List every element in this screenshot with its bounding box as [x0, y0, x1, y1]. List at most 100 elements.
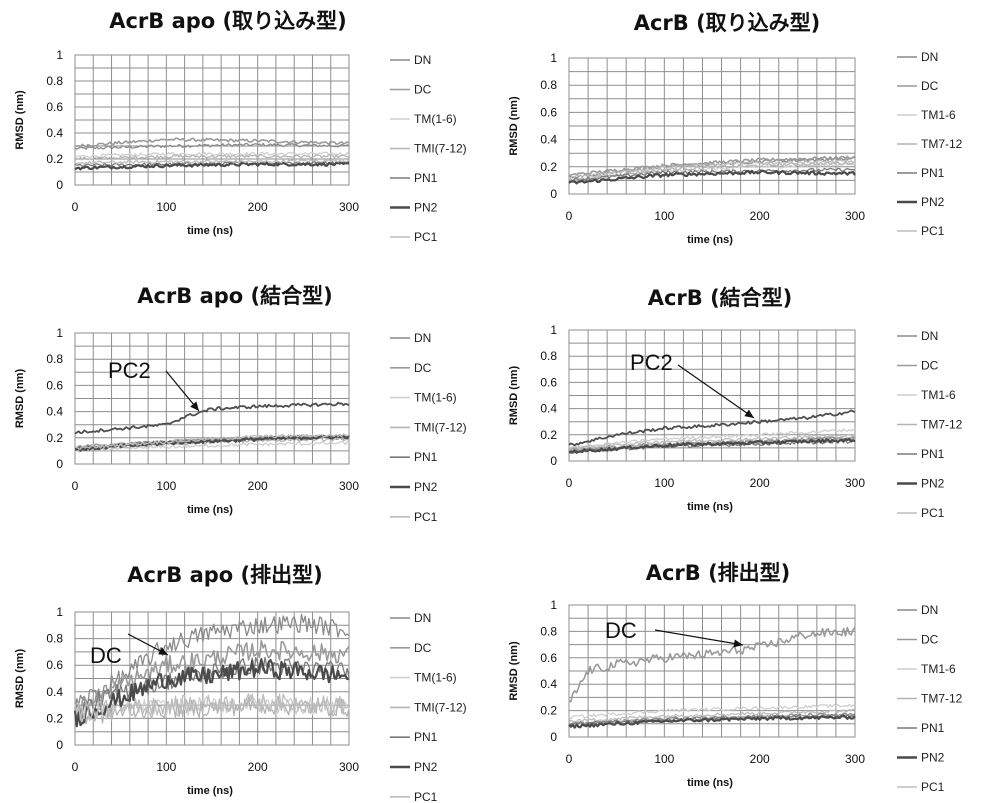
legend-label: PC1 [414, 510, 438, 524]
y-tick-label: 0 [550, 454, 557, 468]
x-tick-label: 200 [248, 200, 268, 214]
x-tick-label: 0 [566, 476, 573, 490]
plot-area [568, 57, 856, 195]
y-tick-label: 0.4 [540, 677, 557, 691]
series-line [568, 169, 856, 185]
x-axis-label: time (ns) [187, 504, 233, 516]
chart-title: AcrB (排出型) [646, 561, 791, 585]
series-line [568, 714, 856, 729]
series-line [74, 433, 350, 450]
y-tick-label: 0.6 [46, 658, 63, 672]
x-tick-label: 0 [72, 200, 79, 214]
series-line [568, 708, 856, 723]
y-tick-label: 0.8 [46, 632, 63, 646]
series-line [568, 428, 856, 449]
series-line [568, 626, 856, 703]
y-tick-label: 0.2 [46, 711, 63, 725]
y-axis-label: RMSD (nm) [14, 90, 26, 150]
chart-title: AcrB apo (排出型) [127, 563, 323, 587]
series-line [74, 142, 350, 150]
series-line [568, 703, 856, 720]
annotation-arrow [677, 364, 755, 419]
series-line [568, 409, 856, 447]
legend-label: TM7-12 [921, 418, 963, 432]
legend-label: DC [414, 361, 432, 375]
y-axis-label: RMSD (nm) [14, 369, 26, 429]
legend-label: PN2 [414, 480, 438, 494]
legend-label: DN [921, 50, 938, 64]
legend-label: TM7-12 [921, 137, 963, 151]
y-axis-label: RMSD (nm) [508, 96, 520, 156]
legend-label: TM1-6 [921, 662, 956, 676]
legend-label: DC [414, 83, 432, 97]
chart-title: AcrB (結合型) [648, 286, 793, 310]
x-tick-label: 100 [654, 752, 674, 766]
chart-panel-3: AcrB apo (結合型) 0 0.2 0.4 0.6 0.8 1 0 100 200 300 ti… [14, 284, 467, 524]
y-tick-label: 0.2 [540, 160, 557, 174]
y-tick-label: 0.4 [46, 126, 63, 140]
plot-area [74, 611, 350, 746]
annotation-label: PC2 [108, 358, 151, 383]
series-line [74, 161, 350, 171]
y-tick-label: 0.4 [46, 405, 63, 419]
x-tick-label: 200 [750, 209, 770, 223]
y-tick-label: 1 [56, 48, 63, 62]
x-tick-label: 0 [566, 752, 573, 766]
x-tick-label: 300 [845, 752, 865, 766]
legend-label: TMI(7-12) [414, 142, 467, 156]
annotation-label: DC [605, 618, 637, 643]
legend-label: TMI(7-12) [414, 700, 467, 714]
x-tick-label: 100 [156, 760, 176, 774]
plot-area [568, 329, 856, 462]
series-line [74, 154, 350, 161]
y-tick-label: 0.6 [540, 651, 557, 665]
y-tick-label: 0.8 [46, 74, 63, 88]
chart-panel-4: AcrB (結合型) 0 0.2 0.4 0.6 0.8 1 0 100 200 300 time (… [508, 286, 963, 520]
legend-label: PC1 [414, 230, 438, 244]
y-tick-label: 0.4 [46, 685, 63, 699]
y-tick-label: 0 [550, 187, 557, 201]
legend-label: PN1 [414, 730, 438, 744]
annotation-label: PC2 [630, 350, 673, 375]
legend-label: PN2 [921, 195, 945, 209]
legend-label: PC1 [921, 506, 945, 520]
series-line [75, 434, 350, 452]
series-line [568, 433, 856, 450]
y-tick-label: 1 [550, 51, 557, 65]
chart-panel-1: AcrB apo (取り込み型) 0 0.2 0.4 0.6 0.8 1 0 100 200 300… [14, 9, 467, 244]
arrow-head [733, 639, 743, 648]
x-tick-label: 300 [339, 479, 359, 493]
legend-label: DC [921, 359, 939, 373]
legend-label: PN2 [414, 201, 438, 215]
plot-area [568, 604, 856, 738]
x-axis-label: time (ns) [687, 501, 733, 513]
series-line [568, 162, 856, 182]
legend-label: TM(1-6) [414, 671, 457, 685]
chart-panel-5: AcrB apo (排出型) 0 0.2 0.4 0.6 0.8 1 0 100 200 300 ti… [14, 563, 467, 803]
x-tick-label: 100 [654, 476, 674, 490]
series-line [74, 693, 350, 722]
y-tick-label: 1 [550, 323, 557, 337]
x-tick-label: 200 [750, 476, 770, 490]
y-tick-label: 0.2 [46, 431, 63, 445]
chart-title: AcrB apo (結合型) [137, 284, 333, 308]
chart-panel-2: AcrB (取り込み型) 0 0.2 0.4 0.6 0.8 1 0 100 200 300 time… [508, 11, 963, 246]
legend-label: TM1-6 [921, 108, 956, 122]
plot-area [74, 332, 350, 465]
series-line [568, 156, 856, 179]
legend-label: TM7-12 [921, 692, 963, 706]
x-tick-label: 0 [72, 479, 79, 493]
y-tick-label: 0 [56, 457, 63, 471]
y-tick-label: 0.4 [540, 133, 557, 147]
y-tick-label: 1 [56, 605, 63, 619]
annotation-label: DC [90, 643, 122, 668]
y-tick-label: 0.6 [540, 105, 557, 119]
x-tick-label: 0 [566, 209, 573, 223]
legend-label: PC1 [921, 224, 945, 238]
chart-title: AcrB apo (取り込み型) [109, 9, 347, 33]
legend-label: DC [921, 633, 939, 647]
y-tick-label: 0.8 [540, 349, 557, 363]
y-tick-label: 0 [56, 738, 63, 752]
x-tick-label: 200 [750, 752, 770, 766]
